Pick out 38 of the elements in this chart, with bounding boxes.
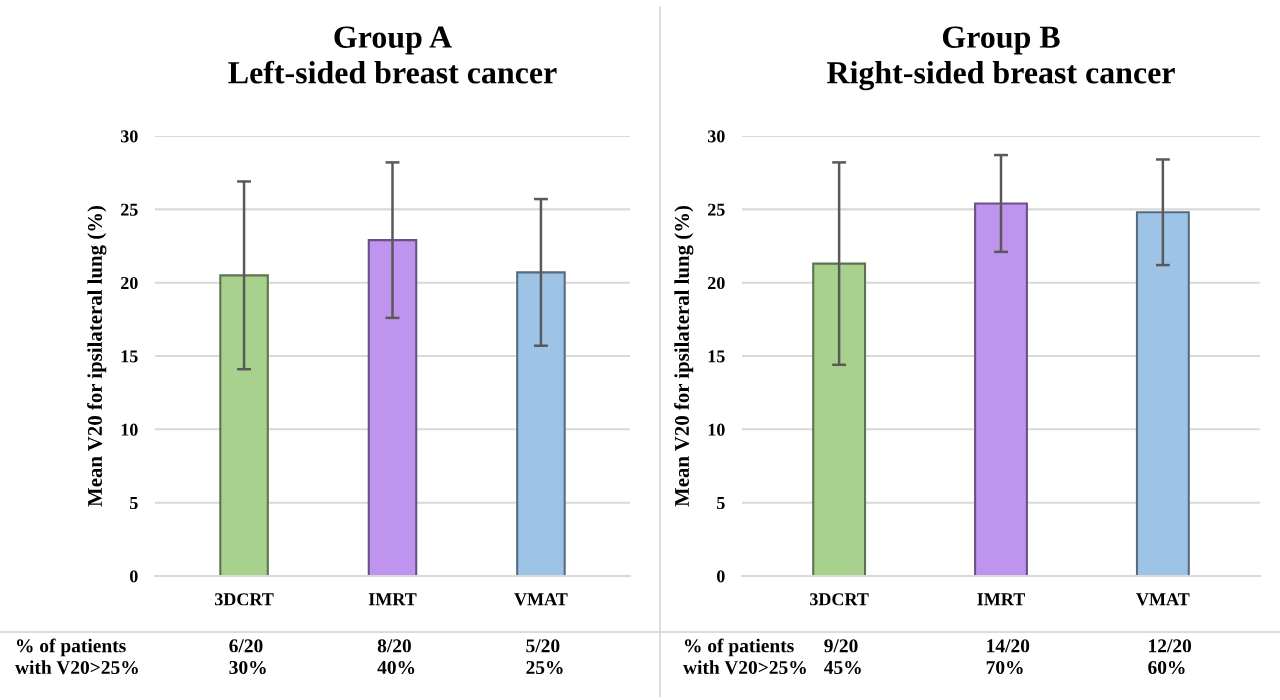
x-tick-label: IMRT xyxy=(368,593,417,606)
y-tick-label: 20 xyxy=(708,276,725,290)
text: % of patients with V20>25% xyxy=(15,638,138,675)
y-tick-label: 5 xyxy=(717,497,725,510)
text: 14/20 70% xyxy=(986,639,1030,675)
bar xyxy=(1135,211,1190,576)
text: 5/20 25% xyxy=(526,639,563,675)
y-tick-label: 15 xyxy=(708,350,725,363)
x-tick-label: 3DCRT xyxy=(214,593,274,606)
bar xyxy=(367,239,418,576)
y-tick-label: 25 xyxy=(121,203,138,216)
text: 12/20 60% xyxy=(1148,639,1192,675)
y-tick-label: 20 xyxy=(121,276,138,290)
y-tick-label: 0 xyxy=(129,570,138,583)
y-tick-label: 25 xyxy=(708,203,725,216)
chart-title: Group A Left-sided breast cancer xyxy=(228,26,557,84)
y-tick-label: 5 xyxy=(130,497,138,510)
text: 6/20 30% xyxy=(229,639,266,675)
y-tick-label: 10 xyxy=(708,423,725,436)
y-tick-label: 0 xyxy=(716,570,725,583)
bar xyxy=(974,202,1028,576)
x-tick-label: IMRT xyxy=(977,593,1025,606)
text: % of patients with V20>25% xyxy=(683,638,806,675)
text: 8/20 40% xyxy=(377,639,415,675)
y-tick-label: 15 xyxy=(121,350,138,363)
bar xyxy=(812,262,867,576)
y-tick-label: 30 xyxy=(120,130,138,143)
x-tick-label: 3DCRT xyxy=(810,593,869,606)
y-axis-title: Mean V20 for ipsilateral lung (%) xyxy=(87,205,107,507)
text: 9/20 45% xyxy=(824,639,861,675)
chart-title: Group B Right-sided breast cancer xyxy=(827,26,1175,91)
bar xyxy=(219,274,269,576)
x-tick-label: VMAT xyxy=(1136,593,1190,606)
x-tick-label: VMAT xyxy=(514,593,568,606)
y-tick-label: 30 xyxy=(707,130,725,143)
bar xyxy=(516,271,566,576)
y-tick-label: 10 xyxy=(121,423,138,436)
y-axis-title: Mean V20 for ipsilateral lung (%) xyxy=(674,205,694,507)
